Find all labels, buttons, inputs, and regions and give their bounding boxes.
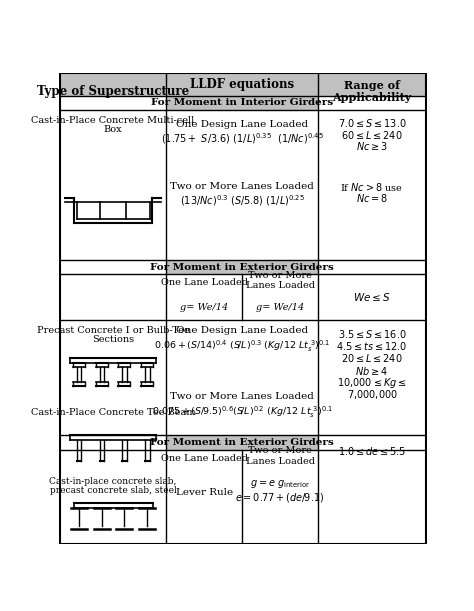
Text: One Design Lane Loaded: One Design Lane Loaded	[176, 120, 308, 130]
Text: $g = e\ g_{\mathrm{interior}}$: $g = e\ g_{\mathrm{interior}}$	[250, 478, 310, 491]
Text: Two or More
Lanes Loaded: Two or More Lanes Loaded	[246, 271, 315, 290]
Text: If $Nc > 8$ use: If $Nc > 8$ use	[340, 180, 403, 192]
Text: Box: Box	[104, 125, 122, 134]
Text: For Moment in Exterior Girders: For Moment in Exterior Girders	[150, 263, 334, 272]
Bar	[166, 435, 318, 450]
Text: $7{,}000{,}000$: $7{,}000{,}000$	[346, 388, 397, 401]
Text: Cast-in-place concrete slab,: Cast-in-place concrete slab,	[49, 477, 177, 486]
Text: Two or More Lanes Loaded: Two or More Lanes Loaded	[170, 182, 314, 191]
Text: $0.075+(S/9.5)^{0.6}(S\!/L)^{0.2}\ (Kg/12\ Lt_s^{\ 3})^{0.1}$: $0.075+(S/9.5)^{0.6}(S\!/L)^{0.2}\ (Kg/1…	[152, 404, 333, 420]
Text: $10{,}000 \leq Kg \leq$: $10{,}000 \leq Kg \leq$	[337, 376, 407, 390]
Text: $7.0 \leq S \leq 13.0$: $7.0 \leq S \leq 13.0$	[337, 117, 406, 130]
Text: g= We/14: g= We/14	[180, 303, 228, 312]
Text: Lever Rule: Lever Rule	[175, 488, 233, 497]
Text: For Moment in Exterior Girders: For Moment in Exterior Girders	[150, 438, 334, 447]
Bar	[166, 260, 318, 274]
Text: Sections: Sections	[92, 335, 134, 344]
Text: Two or More Lanes Loaded: Two or More Lanes Loaded	[170, 392, 314, 401]
Text: Range of
Applicability: Range of Applicability	[332, 79, 411, 103]
Text: precast concrete slab, steel: precast concrete slab, steel	[50, 486, 176, 495]
Text: $60 \leq L \leq 240$: $60 \leq L \leq 240$	[341, 129, 403, 141]
Text: $1.0 \leq de \leq 5.5$: $1.0 \leq de \leq 5.5$	[338, 445, 406, 456]
Text: $We \leq S$: $We \leq S$	[353, 291, 391, 303]
Text: g= We/14: g= We/14	[256, 303, 304, 312]
Text: $4.5 \leq ts \leq 12.0$: $4.5 \leq ts \leq 12.0$	[336, 340, 408, 352]
Text: $20 \leq L \leq 240$: $20 \leq L \leq 240$	[341, 352, 403, 364]
Text: LLDF equations: LLDF equations	[190, 78, 294, 92]
Text: One Design Lane Loaded: One Design Lane Loaded	[176, 326, 308, 335]
Text: Type of Superstructure: Type of Superstructure	[37, 85, 189, 98]
Text: $0.06+(S/14)^{0.4}\ (S\!/L)^{0.3}\ (Kg/12\ Lt_s^{\ 3})^{0.1}$: $0.06+(S/14)^{0.4}\ (S\!/L)^{0.3}\ (Kg/1…	[154, 339, 330, 354]
Text: One Lane Loaded: One Lane Loaded	[161, 454, 248, 463]
Text: Two or More
Lanes Loaded: Two or More Lanes Loaded	[246, 446, 315, 466]
Text: $3.5 \leq S \leq 16.0$: $3.5 \leq S \leq 16.0$	[337, 327, 406, 340]
Text: Precast Concrete I or Bulb-Tee: Precast Concrete I or Bulb-Tee	[37, 326, 190, 335]
Text: Cast-in-Place Concrete Tee Beam: Cast-in-Place Concrete Tee Beam	[31, 408, 195, 417]
Text: $Nb \geq 4$: $Nb \geq 4$	[356, 365, 389, 376]
Text: One Lane Loaded: One Lane Loaded	[161, 278, 248, 287]
Text: $Nc \geq 3$: $Nc \geq 3$	[356, 141, 388, 153]
Bar	[166, 97, 318, 109]
Bar	[60, 73, 426, 97]
Text: $(1.75+\ S/3.6)\ (1/L)^{0.35}\ \ (1/Nc)^{0.45}$: $(1.75+\ S/3.6)\ (1/L)^{0.35}\ \ (1/Nc)^…	[161, 131, 324, 146]
Text: $(13/Nc)^{0.3}\ (S/5.8)\ (1/L)^{0.25}$: $(13/Nc)^{0.3}\ (S/5.8)\ (1/L)^{0.25}$	[180, 193, 304, 208]
Text: $Nc = 8$: $Nc = 8$	[356, 192, 388, 204]
Text: Cast-in-Place Concrete Multi-cell: Cast-in-Place Concrete Multi-cell	[31, 116, 195, 125]
Text: $e = 0.77+(de/9.1)$: $e = 0.77+(de/9.1)$	[236, 491, 325, 504]
Text: For Moment in Interior Girders: For Moment in Interior Girders	[151, 98, 333, 108]
